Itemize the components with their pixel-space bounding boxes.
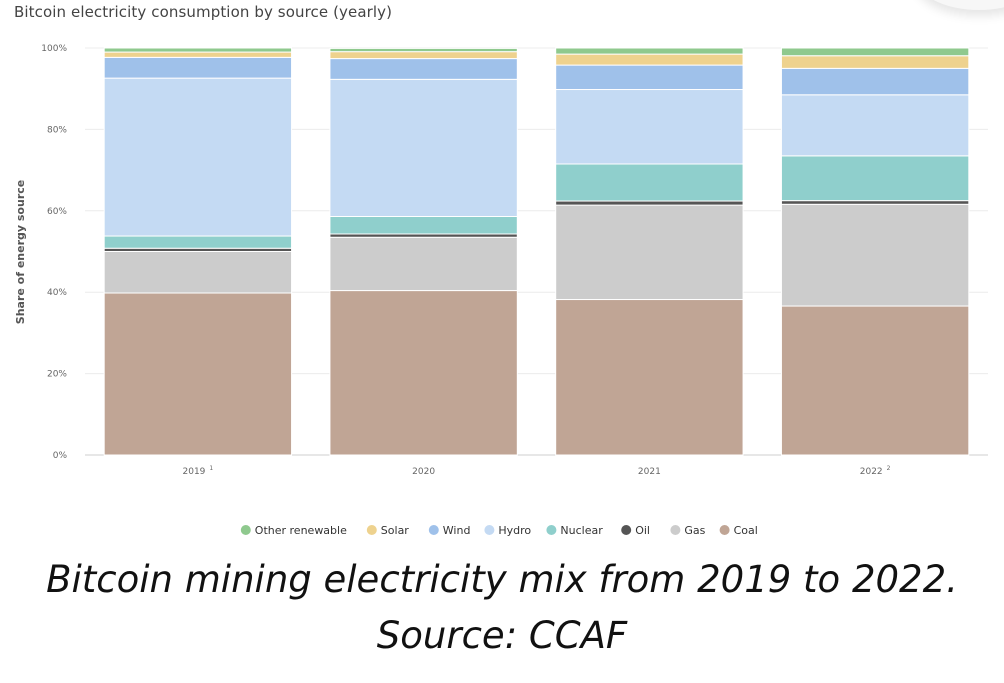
bar-segment-other-renewable-2022[interactable] xyxy=(780,47,970,57)
bar-segment-gas-2022[interactable] xyxy=(780,203,970,307)
bar-segment-coal-2019[interactable] xyxy=(103,292,293,456)
chart-title: Bitcoin electricity consumption by sourc… xyxy=(14,3,393,21)
legend-swatch xyxy=(428,525,439,535)
bar-segment-nuclear-2022[interactable] xyxy=(780,155,970,202)
legend: Other renewable Solar Wind Hydro Nuclear Oil G… xyxy=(240,524,758,537)
legend-item-gas[interactable]: Gas xyxy=(670,524,706,537)
bar-segment-other-renewable-2019[interactable] xyxy=(103,47,293,53)
legend-item-wind[interactable]: Wind xyxy=(428,524,471,537)
legend-label: Coal xyxy=(734,524,758,537)
bar-segment-coal-2021[interactable] xyxy=(555,299,744,456)
bar-segment-oil-2022[interactable] xyxy=(780,200,970,205)
bar-segment-gas-2020[interactable] xyxy=(329,236,518,292)
y-tick-label: 100% xyxy=(41,44,67,54)
x-tick-label: 2021 xyxy=(638,467,661,477)
y-tick-labels: 0% 20% 40% 60% 80% 100% xyxy=(41,44,67,461)
legend-item-coal[interactable]: Coal xyxy=(719,524,758,537)
bar-segment-solar-2020[interactable] xyxy=(329,51,518,60)
bar-segment-nuclear-2019[interactable] xyxy=(103,235,293,249)
bar-segment-wind-2019[interactable] xyxy=(103,56,293,79)
legend-label: Nuclear xyxy=(560,524,603,537)
bar-segment-wind-2021[interactable] xyxy=(555,64,744,91)
legend-item-other-renewable[interactable]: Other renewable xyxy=(240,524,347,537)
x-tick-label: 2020 xyxy=(412,467,435,477)
legend-swatch xyxy=(366,525,377,535)
y-tick-label: 20% xyxy=(47,370,67,380)
corner-decoration xyxy=(914,0,1004,10)
legend-label: Wind xyxy=(443,524,471,537)
legend-label: Gas xyxy=(684,524,705,537)
bar-segment-hydro-2020[interactable] xyxy=(329,78,518,217)
legend-label: Other renewable xyxy=(255,524,347,537)
bar-segment-gas-2021[interactable] xyxy=(555,204,744,301)
bar-segment-solar-2022[interactable] xyxy=(780,55,970,69)
bar-segment-coal-2020[interactable] xyxy=(329,290,518,456)
footnote-marker: 1 xyxy=(209,465,213,472)
legend-item-oil[interactable]: Oil xyxy=(621,524,650,537)
bar-segment-hydro-2021[interactable] xyxy=(555,89,744,165)
legend-item-solar[interactable]: Solar xyxy=(366,524,410,537)
legend-item-nuclear[interactable]: Nuclear xyxy=(546,524,603,537)
y-tick-label: 40% xyxy=(47,288,67,298)
bar-segment-other-renewable-2021[interactable] xyxy=(555,47,744,55)
x-tick-label: 2022 2 xyxy=(860,465,891,477)
legend-swatch xyxy=(719,525,730,535)
bar-segment-wind-2022[interactable] xyxy=(780,67,970,96)
legend-swatch xyxy=(670,525,681,535)
bar-segment-wind-2020[interactable] xyxy=(329,58,518,80)
bar-segment-hydro-2022[interactable] xyxy=(780,94,970,157)
legend-swatch xyxy=(240,525,251,535)
legend-swatch xyxy=(546,525,557,535)
legend-label: Solar xyxy=(381,524,410,537)
bar-segment-nuclear-2021[interactable] xyxy=(555,163,744,202)
legend-swatch xyxy=(621,525,632,535)
legend-item-hydro[interactable]: Hydro xyxy=(484,524,531,537)
y-tick-label: 80% xyxy=(47,125,67,135)
caption-line-2: Source: CCAF xyxy=(376,614,628,657)
bar-segment-solar-2021[interactable] xyxy=(555,53,744,66)
legend-swatch xyxy=(484,525,495,535)
bar-segment-other-renewable-2020[interactable] xyxy=(329,47,518,53)
y-axis-label: Share of energy source xyxy=(14,180,27,324)
bar-segment-hydro-2019[interactable] xyxy=(103,77,293,237)
bar-segment-nuclear-2020[interactable] xyxy=(329,215,518,235)
bar-segment-gas-2019[interactable] xyxy=(103,251,293,294)
y-tick-label: 0% xyxy=(53,451,68,461)
bar-segment-oil-2021[interactable] xyxy=(555,200,744,206)
legend-label: Oil xyxy=(635,524,650,537)
footnote-marker: 2 xyxy=(887,465,891,472)
bar-segment-coal-2022[interactable] xyxy=(780,305,970,456)
y-tick-label: 60% xyxy=(47,207,67,217)
bars xyxy=(103,47,970,456)
bar-segment-solar-2019[interactable] xyxy=(103,51,293,58)
legend-label: Hydro xyxy=(498,524,531,537)
x-tick-label: 2019 1 xyxy=(183,465,214,477)
x-tick-labels: 2019 1 2020 2021 2022 2 xyxy=(183,465,891,477)
stacked-bar-chart: 0% 20% 40% 60% 80% 100% 2019 1 2020 2021 2022 2 Sh… xyxy=(14,44,988,537)
caption-line-1: Bitcoin mining electricity mix from 2019… xyxy=(46,558,958,601)
